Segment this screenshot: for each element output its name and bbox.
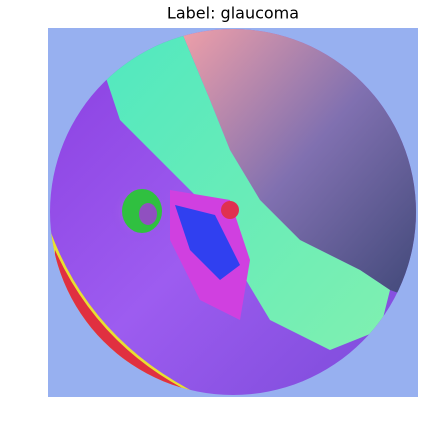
right-region: [180, 29, 416, 300]
optic-cup: [139, 203, 157, 225]
image-title: Label: glaucoma: [167, 4, 299, 23]
macula-spot: [221, 201, 239, 219]
cyan-region: [100, 29, 390, 350]
blue-region: [175, 205, 240, 280]
